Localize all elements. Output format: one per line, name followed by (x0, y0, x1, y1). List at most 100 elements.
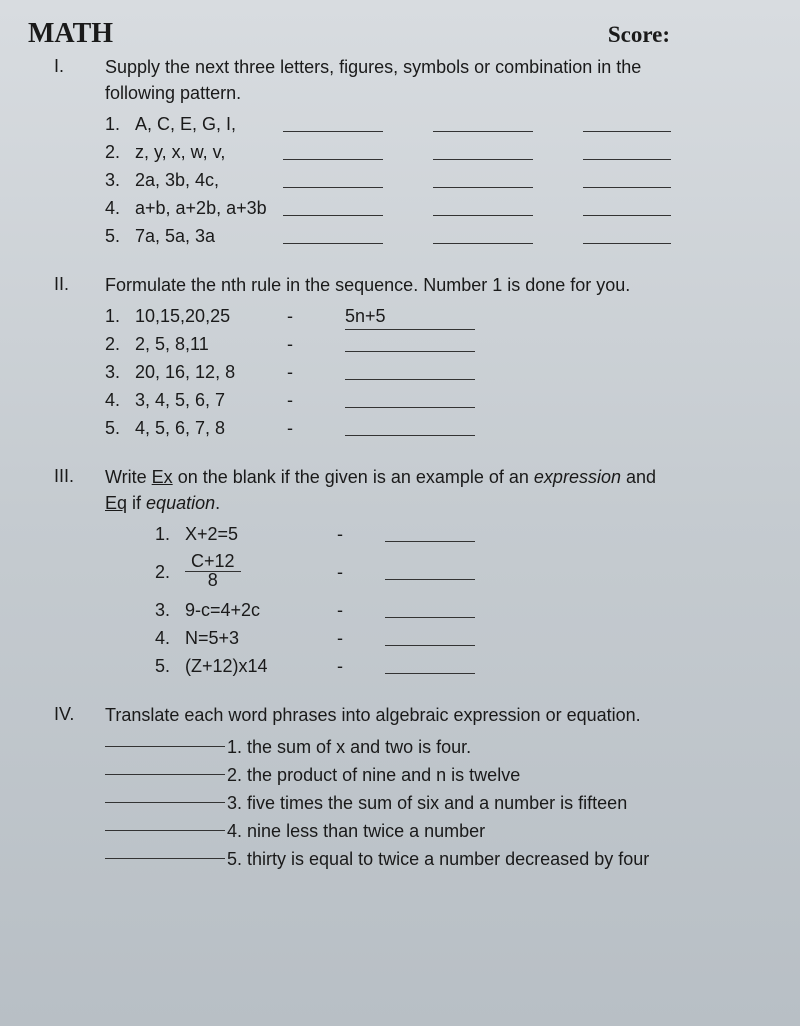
dash: - (325, 559, 355, 585)
s2-item-5: 5. 4, 5, 6, 7, 8 - (105, 414, 770, 442)
blank (385, 673, 475, 674)
s4-item-4: 4. nine less than twice a number (105, 817, 770, 845)
s3-i-eq: Eq (105, 493, 127, 513)
s3-i-expr: expression (534, 467, 621, 487)
blank (105, 830, 225, 831)
s3-i-if: if (127, 493, 146, 513)
blank (105, 858, 225, 859)
s2-text-2: 2, 5, 8,11 (135, 331, 275, 357)
blank (283, 159, 383, 160)
dash: - (275, 359, 305, 385)
s2-item-1: 1. 10,15,20,25 - 5n+5 (105, 302, 770, 330)
s3-text-3: 9-c=4+2c (185, 597, 325, 623)
section-2-content: Formulate the nth rule in the sequence. … (105, 272, 770, 442)
s1-num-3: 3. (105, 167, 135, 193)
s4-item-1: 1. the sum of x and two is four. (105, 733, 770, 761)
blank (283, 131, 383, 132)
blank (583, 131, 671, 132)
s4-text-1: the sum of x and two is four. (247, 734, 471, 760)
s2-text-4: 3, 4, 5, 6, 7 (135, 387, 275, 413)
blank (345, 407, 475, 408)
s2-ans-1: 5n+5 (345, 303, 475, 330)
blank (583, 187, 671, 188)
s3-i-period: . (215, 493, 220, 513)
s1-text-4: a+b, a+2b, a+3b (135, 195, 283, 221)
s3-item-2: 2. C+12 8 - (155, 548, 770, 596)
blank (433, 187, 533, 188)
blank (433, 215, 533, 216)
s1-text-2: z, y, x, w, v, (135, 139, 283, 165)
s3-text-1: X+2=5 (185, 521, 325, 547)
section-1-instruction: Supply the next three letters, figures, … (105, 54, 770, 106)
blank (105, 802, 225, 803)
s2-text-3: 20, 16, 12, 8 (135, 359, 275, 385)
s2-num-2: 2. (105, 331, 135, 357)
blank (283, 215, 383, 216)
section-3-roman: III. (20, 464, 105, 680)
blank (283, 243, 383, 244)
s2-num-5: 5. (105, 415, 135, 441)
dash: - (325, 625, 355, 651)
s2-text-5: 4, 5, 6, 7, 8 (135, 415, 275, 441)
s3-num-1: 1. (155, 521, 185, 547)
s2-num-1: 1. (105, 303, 135, 329)
s3-num-3: 3. (155, 597, 185, 623)
s3-item-4: 4. N=5+3 - (155, 624, 770, 652)
dash: - (325, 597, 355, 623)
blank (345, 435, 475, 436)
dash: - (275, 303, 305, 329)
blank (385, 617, 475, 618)
s4-num-2: 2. (227, 762, 242, 788)
frac-bot: 8 (208, 570, 218, 590)
s1-text-5: 7a, 5a, 3a (135, 223, 283, 249)
blank (105, 746, 225, 747)
s1-item-1: 1. A, C, E, G, I, (105, 110, 770, 138)
page-title: MATH (28, 18, 113, 50)
s3-num-4: 4. (155, 625, 185, 651)
s3-item-1: 1. X+2=5 - (155, 520, 770, 548)
s1-text-1: A, C, E, G, I, (135, 111, 283, 137)
section-4: IV. Translate each word phrases into alg… (20, 702, 770, 872)
dash: - (325, 653, 355, 679)
blank (385, 645, 475, 646)
fraction: C+12 8 (185, 552, 241, 592)
dash: - (275, 331, 305, 357)
s3-i-pre: Write (105, 467, 152, 487)
s1-num-4: 4. (105, 195, 135, 221)
s1-item-2: 2. z, y, x, w, v, (105, 138, 770, 166)
s1-num-2: 2. (105, 139, 135, 165)
section-2-instruction: Formulate the nth rule in the sequence. … (105, 272, 770, 298)
s3-item-5: 5. (Z+12)x14 - (155, 652, 770, 680)
s4-text-3: five times the sum of six and a number i… (247, 790, 627, 816)
blank (583, 159, 671, 160)
s2-text-1: 10,15,20,25 (135, 303, 275, 329)
s4-text-2: the product of nine and n is twelve (247, 762, 520, 788)
s4-item-5: 5. thirty is equal to twice a number dec… (105, 845, 770, 873)
blank (105, 774, 225, 775)
s3-i-equation: equation (146, 493, 215, 513)
s2-item-2: 2. 2, 5, 8,11 - (105, 330, 770, 358)
s1-instr-1: Supply the next three letters, figures, … (105, 57, 641, 77)
blank (583, 215, 671, 216)
s4-item-2: 2. the product of nine and n is twelve (105, 761, 770, 789)
s3-i-and: and (621, 467, 656, 487)
dash: - (275, 415, 305, 441)
s3-i-mid: on the blank if the given is an example … (173, 467, 534, 487)
s1-item-5: 5. 7a, 5a, 3a (105, 222, 770, 250)
section-2-roman: II. (20, 272, 105, 442)
section-1: I. Supply the next three letters, figure… (20, 54, 770, 250)
blank (433, 131, 533, 132)
s4-num-1: 1. (227, 734, 242, 760)
section-4-instruction: Translate each word phrases into algebra… (105, 702, 770, 728)
s4-num-4: 4. (227, 818, 242, 844)
blank (433, 159, 533, 160)
blank (583, 243, 671, 244)
s4-text-4: nine less than twice a number (247, 818, 485, 844)
s1-text-3: 2a, 3b, 4c, (135, 167, 283, 193)
s2-num-4: 4. (105, 387, 135, 413)
worksheet-page: MATH Score: I. Supply the next three let… (20, 18, 770, 873)
section-2: II. Formulate the nth rule in the sequen… (20, 272, 770, 442)
blank (385, 541, 475, 542)
s2-num-3: 3. (105, 359, 135, 385)
section-3-instruction: Write Ex on the blank if the given is an… (105, 464, 770, 516)
